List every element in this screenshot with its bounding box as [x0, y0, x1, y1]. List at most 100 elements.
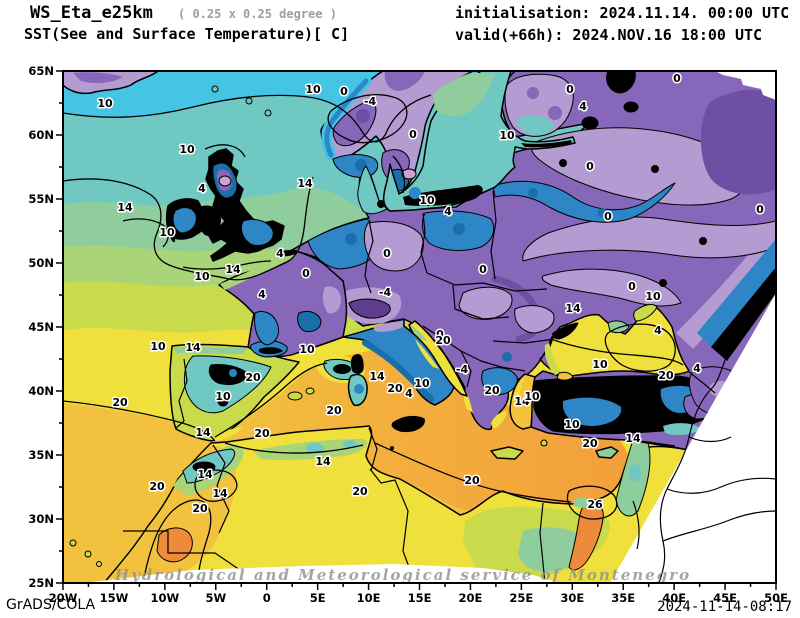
- latitude-axis: 65N 60N 55N 50N 45N 40N 35N 30N 25N: [28, 64, 63, 590]
- svg-text:4: 4: [579, 100, 587, 113]
- svg-text:14: 14: [185, 341, 201, 354]
- svg-text:20: 20: [484, 384, 500, 397]
- no-data-region: [83, 71, 776, 583]
- svg-text:40E: 40E: [662, 591, 686, 605]
- svg-text:40N: 40N: [28, 384, 54, 398]
- iberia: [169, 343, 315, 442]
- svg-text:20: 20: [352, 485, 368, 498]
- svg-text:10: 10: [305, 83, 321, 96]
- italy: [342, 318, 455, 450]
- generation-timestamp: 2024-11-14-08:17: [657, 599, 792, 615]
- svg-text:0: 0: [302, 267, 310, 280]
- svg-text:65N: 65N: [28, 64, 54, 78]
- model-resolution: ( 0.25 x 0.25 degree ): [178, 7, 337, 21]
- svg-text:0: 0: [409, 128, 417, 141]
- svg-text:10: 10: [299, 343, 315, 356]
- svg-text:0: 0: [628, 280, 636, 293]
- svg-text:14: 14: [197, 468, 213, 481]
- svg-text:10E: 10E: [357, 591, 381, 605]
- baltic-sea: [382, 71, 576, 212]
- svg-text:-4: -4: [379, 286, 392, 299]
- svg-text:10W: 10W: [151, 591, 180, 605]
- svg-text:20: 20: [387, 382, 403, 395]
- grads-credit: GrADS/COLA: [6, 597, 96, 613]
- longitude-axis: 20W 15W 10W 5W 0 5E 10E 15E 20E 25E 30E 35E 40E 45E 50…: [49, 583, 788, 605]
- svg-text:0: 0: [586, 160, 594, 173]
- svg-text:0: 0: [479, 263, 487, 276]
- svg-text:0: 0: [756, 203, 764, 216]
- british-isles: [165, 85, 285, 262]
- svg-text:14: 14: [625, 432, 641, 445]
- svg-text:45E: 45E: [713, 591, 737, 605]
- contour-lines: [63, 94, 684, 583]
- svg-text:4: 4: [276, 247, 284, 260]
- svg-text:26: 26: [587, 498, 603, 511]
- field-title: SST(See and Surface Temperature)[ C]: [24, 25, 350, 43]
- svg-text:0: 0: [566, 83, 574, 96]
- svg-text:5W: 5W: [205, 591, 226, 605]
- svg-text:20: 20: [254, 427, 270, 440]
- watermark: Hydrological and Meteorological service …: [114, 566, 691, 584]
- model-name: WS_Eta_e25km: [30, 3, 153, 23]
- svg-text:55N: 55N: [28, 192, 54, 206]
- islands-misc: [63, 71, 619, 567]
- svg-text:20E: 20E: [458, 591, 482, 605]
- svg-text:60N: 60N: [28, 128, 54, 142]
- svg-text:35N: 35N: [28, 448, 54, 462]
- svg-text:10: 10: [524, 390, 540, 403]
- svg-text:20: 20: [149, 480, 165, 493]
- svg-text:10: 10: [564, 418, 580, 431]
- adriatic-aegean: [408, 320, 574, 430]
- svg-text:0: 0: [604, 210, 612, 223]
- svg-text:30N: 30N: [28, 512, 54, 526]
- svg-text:14: 14: [117, 201, 133, 214]
- svg-text:10: 10: [592, 358, 608, 371]
- svg-text:4: 4: [198, 182, 206, 195]
- svg-text:20: 20: [245, 371, 261, 384]
- svg-text:14: 14: [225, 263, 241, 276]
- svg-text:10: 10: [645, 290, 661, 303]
- svg-text:20: 20: [658, 369, 674, 382]
- svg-text:15E: 15E: [408, 591, 432, 605]
- svg-text:4: 4: [693, 362, 701, 375]
- svg-text:14: 14: [195, 426, 211, 439]
- svg-text:10: 10: [179, 143, 195, 156]
- svg-text:30E: 30E: [560, 591, 584, 605]
- svg-text:14: 14: [369, 370, 385, 383]
- svg-text:0: 0: [383, 247, 391, 260]
- svg-text:0: 0: [340, 85, 348, 98]
- svg-text:14: 14: [315, 455, 331, 468]
- svg-text:10: 10: [159, 226, 175, 239]
- svg-text:14: 14: [514, 395, 530, 408]
- svg-text:50E: 50E: [764, 591, 788, 605]
- svg-text:20: 20: [112, 396, 128, 409]
- svg-text:25N: 25N: [28, 576, 54, 590]
- svg-text:14: 14: [297, 177, 313, 190]
- svg-text:20W: 20W: [49, 591, 78, 605]
- svg-text:14: 14: [212, 487, 228, 500]
- svg-text:10: 10: [150, 340, 166, 353]
- svg-text:10: 10: [194, 270, 210, 283]
- svg-text:10: 10: [215, 390, 231, 403]
- initialisation-time: initialisation: 2024.11.14. 00:00 UTC: [455, 4, 790, 22]
- svg-text:4: 4: [405, 387, 413, 400]
- svg-text:20: 20: [326, 404, 342, 417]
- svg-text:4: 4: [654, 324, 662, 337]
- svg-text:20: 20: [192, 502, 208, 515]
- svg-text:4: 4: [444, 205, 452, 218]
- svg-text:0: 0: [436, 328, 444, 341]
- svg-text:5E: 5E: [310, 591, 326, 605]
- svg-text:15W: 15W: [100, 591, 129, 605]
- svg-text:10: 10: [419, 194, 435, 207]
- svg-text:35E: 35E: [611, 591, 635, 605]
- svg-text:0: 0: [263, 591, 271, 605]
- svg-text:25E: 25E: [509, 591, 533, 605]
- svg-text:10: 10: [499, 129, 515, 142]
- svg-text:50N: 50N: [28, 256, 54, 270]
- valid-time: valid(+66h): 2024.NOV.16 18:00 UTC: [455, 26, 763, 44]
- svg-text:14: 14: [565, 302, 581, 315]
